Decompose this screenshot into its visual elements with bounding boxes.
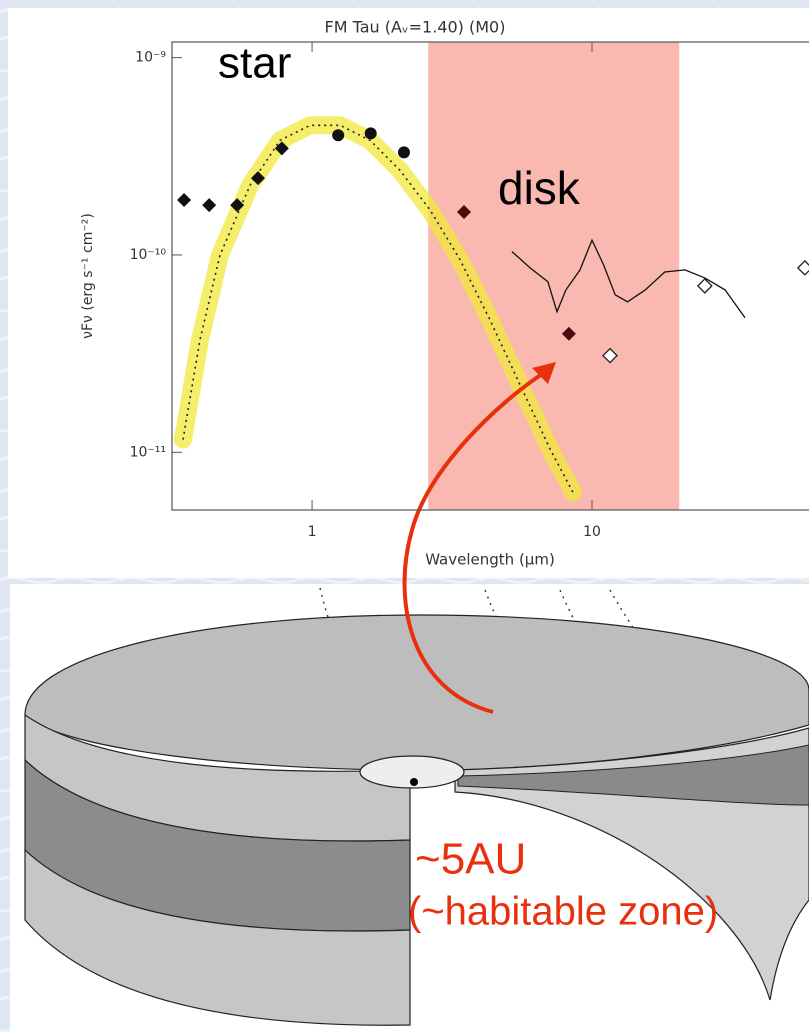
central-star [410,778,418,786]
x-axis-label: Wavelength (μm) [425,551,555,569]
page: FM Tau (Aᵥ=1.40) (M0) Wavelength (μm) νF… [0,0,809,1032]
y-axis-label: νFν (erg s⁻¹ cm⁻²) [80,213,96,339]
y-tick-label: 10⁻¹¹ [130,444,166,460]
annotation: (~habitable zone) [408,890,718,934]
point [365,127,377,139]
x-tick-label: 1 [308,524,317,540]
point [398,146,410,158]
chart-title: FM Tau (Aᵥ=1.40) (M0) [325,18,506,37]
annotation: disk [498,162,581,214]
annotation: ~5AU [415,835,526,884]
chart-panel [8,8,809,578]
x-tick-label: 10 [583,524,601,540]
annotation: star [218,39,291,88]
slide: FM Tau (Aᵥ=1.40) (M0) Wavelength (μm) νF… [0,0,809,1032]
y-tick-label: 10⁻⁹ [135,50,166,66]
point [332,129,344,141]
y-tick-label: 10⁻¹⁰ [130,247,167,263]
